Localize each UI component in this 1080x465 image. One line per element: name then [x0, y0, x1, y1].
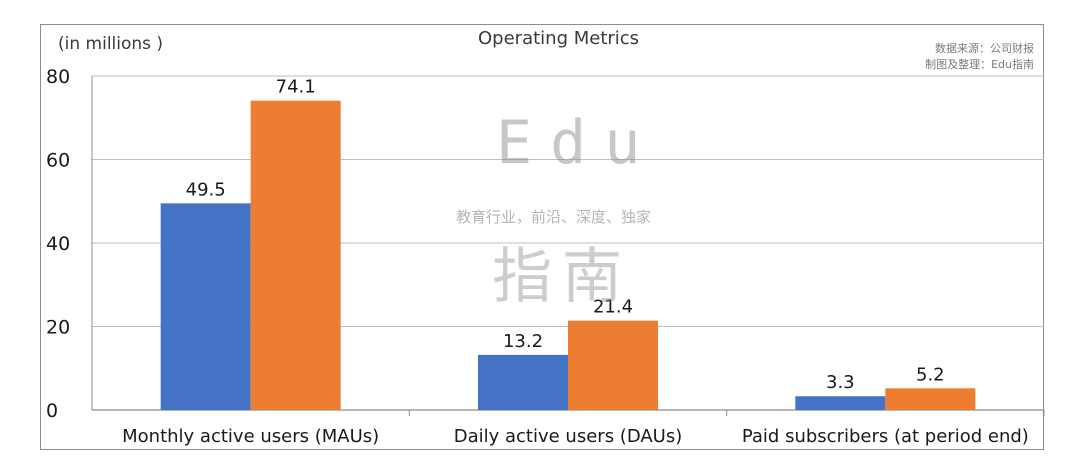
y-tick-label: 40 — [46, 233, 70, 255]
data-label: 49.5 — [186, 179, 226, 200]
data-label: 74.1 — [276, 77, 316, 98]
x-tick-label: Daily active users (DAUs) — [454, 426, 683, 447]
data-source-note: 数据来源：公司财报 — [935, 42, 1034, 55]
data-label: 21.4 — [593, 297, 633, 318]
data-label: 13.2 — [503, 331, 543, 352]
watermark-logo-chinese: 指南 — [492, 242, 632, 312]
y-tick-label: 0 — [46, 400, 58, 422]
bar — [885, 388, 976, 410]
bar — [568, 320, 658, 410]
watermark-logo-latin: Edu — [496, 108, 659, 178]
bar — [478, 354, 568, 410]
bar — [795, 396, 886, 410]
y-tick-label: 60 — [46, 150, 70, 172]
y-tick-label: 20 — [46, 317, 70, 339]
y-tick-label: 80 — [46, 66, 70, 88]
watermark-tagline: 教育行业，前沿、深度、独家 — [456, 208, 652, 226]
unit-label: (in millions ) — [58, 34, 164, 54]
bar — [160, 203, 251, 410]
chart-title: Operating Metrics — [478, 28, 640, 49]
x-tick-label: Paid subscribers (at period end) — [742, 426, 1029, 447]
x-tick-label: Monthly active users (MAUs) — [122, 426, 379, 447]
chart-credit-note: 制图及整理：Edu指南 — [925, 58, 1034, 71]
data-label: 3.3 — [826, 372, 855, 393]
data-label: 5.2 — [916, 364, 945, 385]
bar — [250, 100, 341, 410]
